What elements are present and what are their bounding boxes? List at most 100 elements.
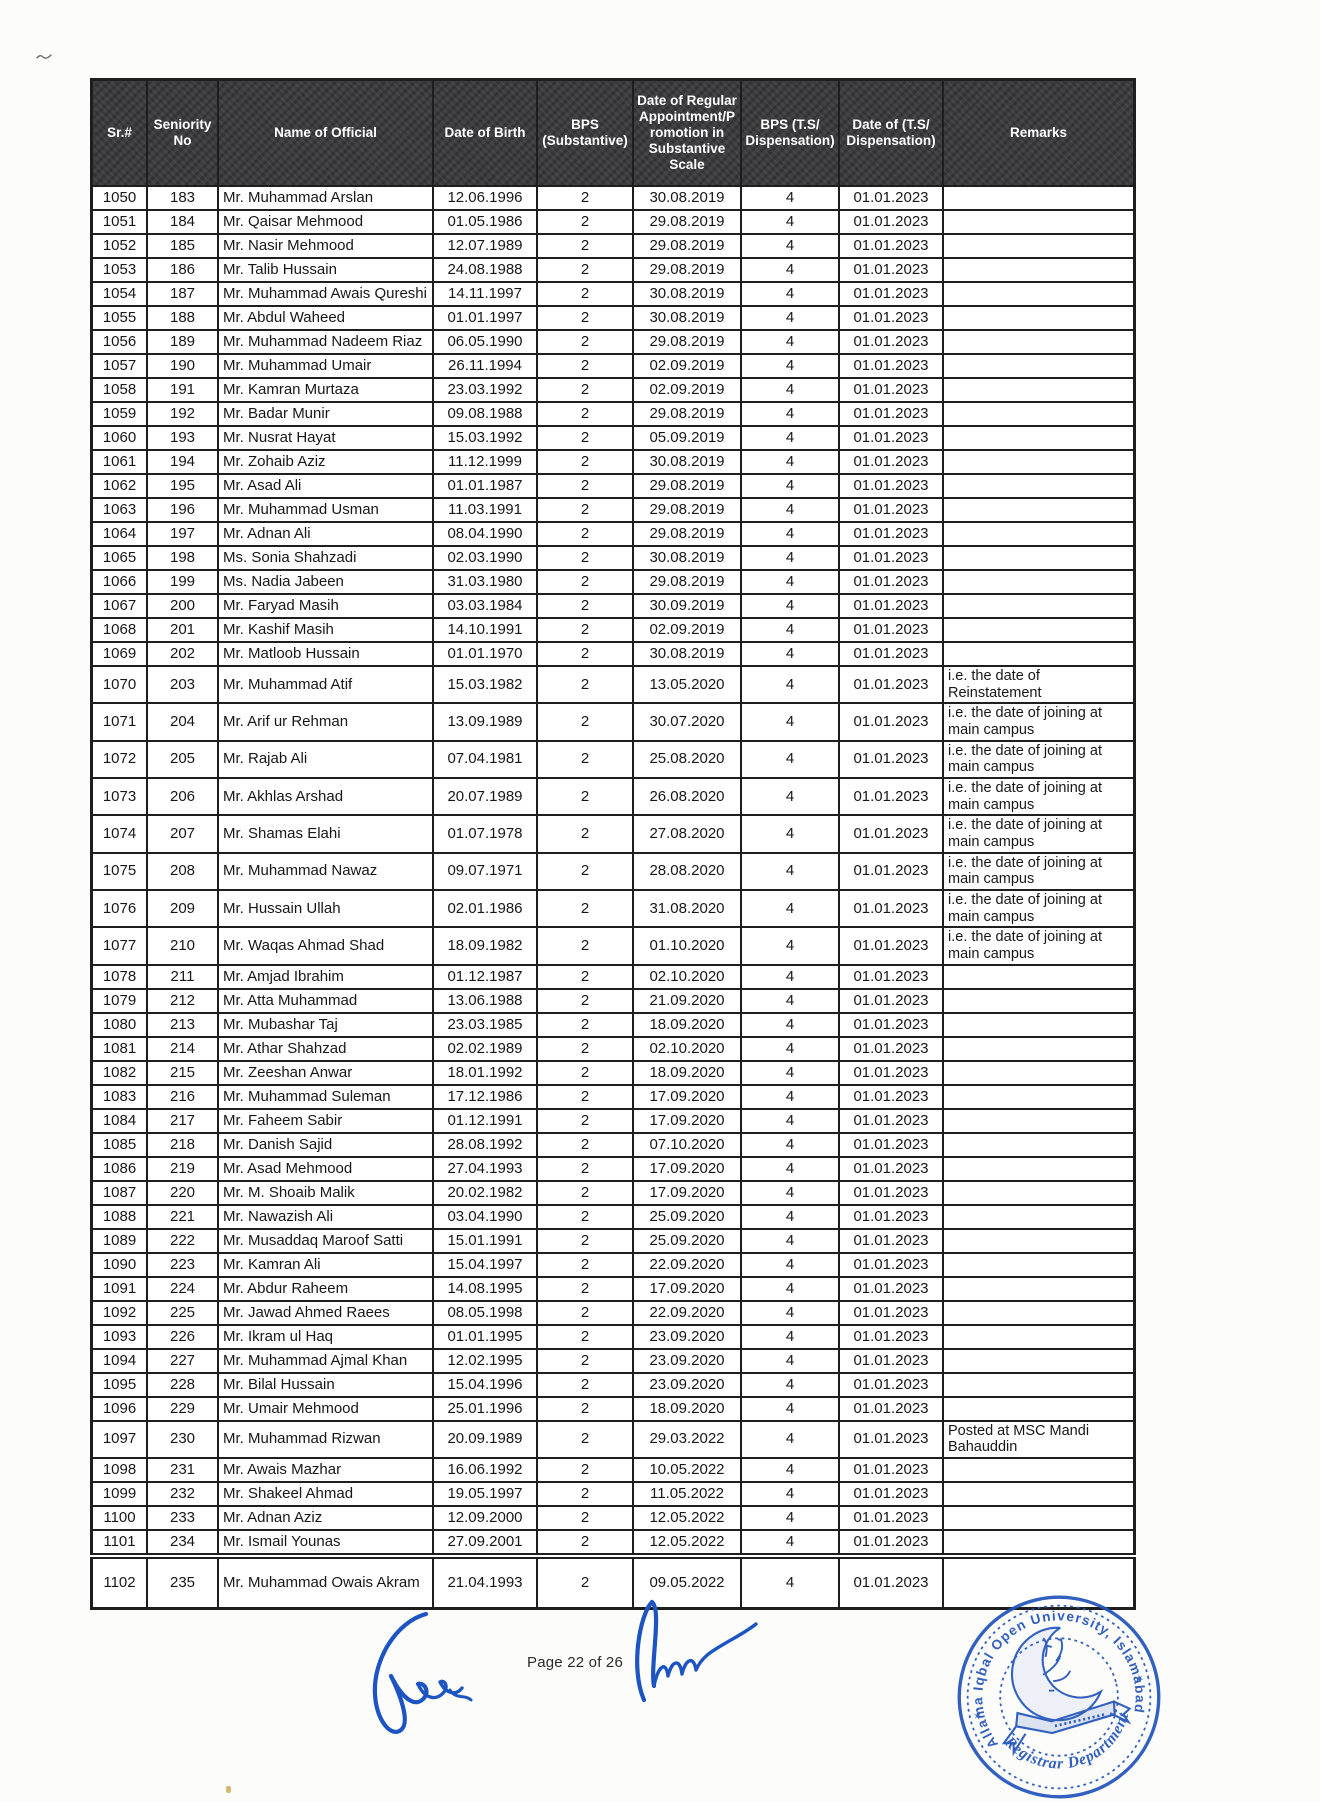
cell-seniority-no: 188 — [146, 305, 219, 331]
cell-sr: 1056 — [90, 329, 148, 355]
cell-name: Mr. Athar Shahzad — [217, 1035, 434, 1062]
cell-sr: 1074 — [90, 814, 148, 854]
stamp-outer-ring — [957, 1595, 1161, 1799]
cell-date-ts: 01.01.2023 — [838, 377, 944, 403]
cell-name: Mr. Muhammad Suleman — [217, 1083, 434, 1110]
cell-seniority-no: 224 — [146, 1275, 219, 1302]
cell-seniority-no: 235 — [146, 1553, 219, 1610]
cell-name: Mr. Akhlas Arshad — [217, 777, 434, 817]
cell-remarks — [942, 1371, 1136, 1398]
cell-date-regular-appointment: 22.09.2020 — [632, 1251, 742, 1278]
cell-dob: 28.08.1992 — [432, 1131, 538, 1158]
cell-date-regular-appointment: 30.07.2020 — [632, 702, 742, 742]
cell-dob: 09.07.1971 — [432, 851, 538, 892]
cell-name: Mr. Muhammad Arslan — [217, 185, 434, 211]
cell-bps-ts: 4 — [740, 664, 840, 705]
cell-sr: 1093 — [90, 1323, 148, 1350]
cell-date-regular-appointment: 01.10.2020 — [632, 926, 742, 966]
cell-remarks — [942, 987, 1136, 1014]
cell-name: Mr. Nusrat Hayat — [217, 425, 434, 451]
cell-dob: 31.03.1980 — [432, 569, 538, 595]
cell-seniority-no: 213 — [146, 1011, 219, 1038]
cell-bps-substantive: 2 — [536, 1227, 634, 1254]
table-row: 1054 187 Mr. Muhammad Awais Qureshi 14.11.1… — [90, 281, 1136, 307]
cell-bps-substantive: 2 — [536, 233, 634, 259]
cell-seniority-no: 208 — [146, 851, 219, 892]
cell-sr: 1092 — [90, 1299, 148, 1326]
table-row: 1084 217 Mr. Faheem Sabir 01.12.1991 2 17.09.… — [90, 1107, 1136, 1134]
cell-sr: 1096 — [90, 1395, 148, 1422]
cell-seniority-no: 198 — [146, 545, 219, 571]
cell-date-regular-appointment: 02.10.2020 — [632, 963, 742, 990]
cell-bps-substantive: 2 — [536, 1371, 634, 1398]
table-row: 1063 196 Mr. Muhammad Usman 11.03.1991 2 29.0… — [90, 497, 1136, 523]
cell-date-ts: 01.01.2023 — [838, 1553, 944, 1610]
cell-name: Mr. Muhammad Umair — [217, 353, 434, 379]
cell-date-regular-appointment: 29.08.2019 — [632, 473, 742, 499]
cell-dob: 06.05.1990 — [432, 329, 538, 355]
cell-date-ts: 01.01.2023 — [838, 1529, 944, 1558]
cell-seniority-no: 207 — [146, 814, 219, 854]
cell-sr: 1064 — [90, 521, 148, 547]
cell-bps-substantive: 2 — [536, 1299, 634, 1326]
cell-seniority-no: 220 — [146, 1179, 219, 1206]
cell-date-ts: 01.01.2023 — [838, 1457, 944, 1484]
col-header-dob: Date of Birth — [432, 78, 538, 187]
table-row: 1088 221 Mr. Nawazish Ali 03.04.1990 2 25.09.… — [90, 1203, 1136, 1230]
cell-bps-ts: 4 — [740, 1481, 840, 1508]
cell-dob: 14.10.1991 — [432, 617, 538, 643]
cell-sr: 1069 — [90, 641, 148, 667]
cell-remarks — [942, 1347, 1136, 1374]
cell-bps-substantive: 2 — [536, 1395, 634, 1422]
cell-bps-substantive: 2 — [536, 889, 634, 929]
cell-date-ts: 01.01.2023 — [838, 1083, 944, 1110]
cell-sr: 1087 — [90, 1179, 148, 1206]
cell-date-ts: 01.01.2023 — [838, 425, 944, 451]
table-row: 1079 212 Mr. Atta Muhammad 13.06.1988 2 21.09… — [90, 987, 1136, 1014]
cell-name: Mr. Nawazish Ali — [217, 1203, 434, 1230]
cell-date-regular-appointment: 30.08.2019 — [632, 185, 742, 211]
cell-sr: 1097 — [90, 1419, 148, 1460]
table-header-row: Sr.# Seniority No Name of Official Date of … — [90, 78, 1136, 187]
cell-bps-substantive: 2 — [536, 617, 634, 643]
table-row: 1066 199 Ms. Nadia Jabeen 31.03.1980 2 29.08.… — [90, 569, 1136, 595]
cell-date-ts: 01.01.2023 — [838, 617, 944, 643]
cell-date-regular-appointment: 18.09.2020 — [632, 1011, 742, 1038]
cell-remarks — [942, 1299, 1136, 1326]
cell-bps-substantive: 2 — [536, 1179, 634, 1206]
cell-seniority-no: 225 — [146, 1299, 219, 1326]
cell-sr: 1063 — [90, 497, 148, 523]
cell-name: Mr. Kamran Ali — [217, 1251, 434, 1278]
cell-bps-ts: 4 — [740, 497, 840, 523]
cell-remarks — [942, 209, 1136, 235]
cell-date-ts: 01.01.2023 — [838, 593, 944, 619]
cell-date-ts: 01.01.2023 — [838, 1251, 944, 1278]
cell-name: Mr. Muhammad Ajmal Khan — [217, 1347, 434, 1374]
cell-bps-substantive: 2 — [536, 641, 634, 667]
cell-bps-substantive: 2 — [536, 1275, 634, 1302]
cell-remarks — [942, 1011, 1136, 1038]
cell-bps-ts: 4 — [740, 1179, 840, 1206]
cell-seniority-no: 211 — [146, 963, 219, 990]
table-row: 1085 218 Mr. Danish Sajid 28.08.1992 2 07.10.… — [90, 1131, 1136, 1158]
cell-date-ts: 01.01.2023 — [838, 1299, 944, 1326]
cell-bps-substantive: 2 — [536, 814, 634, 854]
cell-bps-ts: 4 — [740, 851, 840, 892]
cell-remarks: i.e. the date of joining at main campus — [942, 739, 1136, 780]
cell-date-regular-appointment: 17.09.2020 — [632, 1275, 742, 1302]
cell-date-regular-appointment: 26.08.2020 — [632, 777, 742, 817]
cell-remarks — [942, 377, 1136, 403]
cell-seniority-no: 229 — [146, 1395, 219, 1422]
cell-sr: 1061 — [90, 449, 148, 475]
cell-date-ts: 01.01.2023 — [838, 353, 944, 379]
cell-dob: 13.09.1989 — [432, 702, 538, 742]
table-row: 1052 185 Mr. Nasir Mehmood 12.07.1989 2 29.08… — [90, 233, 1136, 259]
cell-remarks — [942, 1203, 1136, 1230]
cell-remarks — [942, 1457, 1136, 1484]
table-row: 1090 223 Mr. Kamran Ali 15.04.1997 2 22.09.20… — [90, 1251, 1136, 1278]
cell-dob: 20.02.1982 — [432, 1179, 538, 1206]
table-row: 1081 214 Mr. Athar Shahzad 02.02.1989 2 02.10… — [90, 1035, 1136, 1062]
cell-seniority-no: 196 — [146, 497, 219, 523]
cell-date-ts: 01.01.2023 — [838, 987, 944, 1014]
cell-remarks — [942, 1395, 1136, 1422]
